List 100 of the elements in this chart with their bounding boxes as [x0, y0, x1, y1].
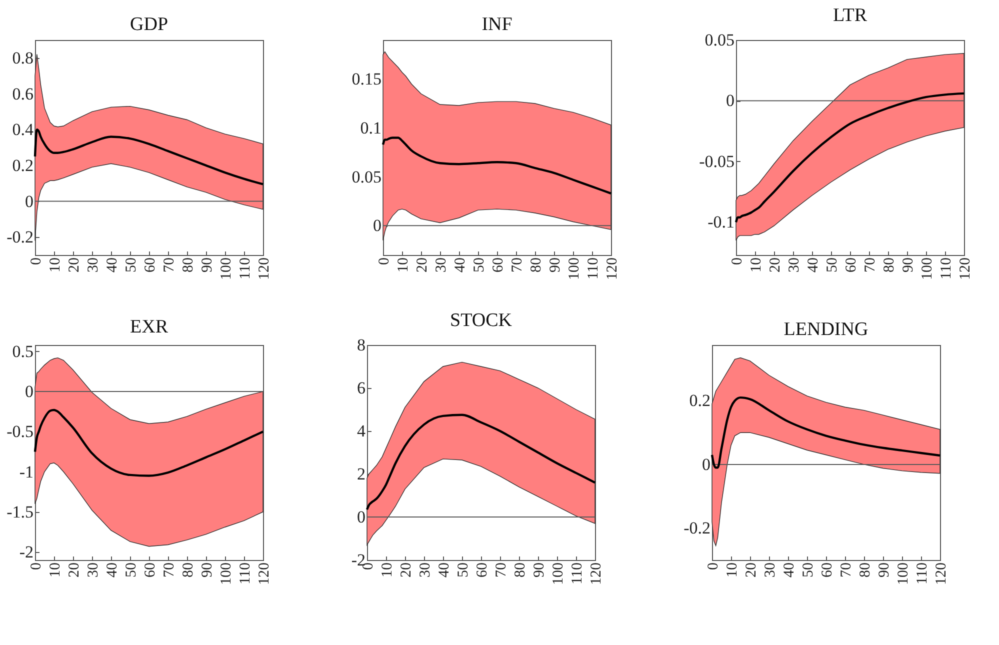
y-tick-label: 0.05: [704, 30, 734, 50]
x-tick-label: 90: [200, 562, 216, 578]
line-series: [710, 396, 942, 469]
x-tick-label: 10: [48, 258, 64, 272]
y-tick-label: 0.8: [12, 48, 34, 68]
x-tick-label: 80: [512, 562, 528, 578]
x-tick-label: 120: [256, 258, 272, 280]
x-tick-label: 100: [920, 258, 936, 280]
x-tick-label: 50: [456, 562, 472, 578]
y-tick-label: 0.4: [12, 120, 34, 140]
x-tick-label: 110: [238, 562, 254, 584]
x-tick-label: 40: [436, 562, 452, 578]
y-tick-label: -0.2: [6, 228, 34, 247]
line-series: [382, 136, 612, 195]
chart-title: EXR: [130, 316, 168, 338]
y-tick-label: 2: [357, 464, 366, 484]
y-tick-label: 0.2: [689, 391, 710, 410]
x-tick-label: 80: [528, 258, 544, 272]
x-tick-label: 80: [180, 562, 196, 578]
y-tick-label: 0.05: [352, 167, 382, 186]
x-tick-label: 80: [180, 258, 196, 272]
x-tick-label: 20: [66, 258, 82, 272]
x-tick-label: 10: [724, 562, 740, 578]
x-tick-label: 20: [414, 258, 430, 272]
x-tick-label: 90: [532, 562, 548, 578]
y-tick-label: -2: [19, 542, 34, 562]
x-tick-label: 80: [858, 562, 874, 578]
chart-title: LTR: [832, 5, 868, 26]
x-tick-label: 20: [66, 562, 82, 578]
x-tick-label: 100: [896, 562, 912, 585]
x-tick-label: 40: [782, 562, 798, 578]
chart-title: GDP: [130, 14, 168, 35]
x-tick-label: 60: [844, 258, 860, 272]
chart-title: INF: [482, 14, 512, 35]
x-tick-label: 40: [806, 258, 822, 272]
x-tick-label: 90: [900, 258, 916, 272]
chart-title: LENDING: [784, 319, 868, 340]
x-tick-label: 10: [748, 258, 764, 272]
x-tick-label: 50: [824, 258, 840, 272]
y-tick-label: -0.5: [6, 422, 34, 442]
x-tick-label: 10: [48, 562, 64, 578]
x-tick-label: 70: [162, 258, 178, 272]
x-tick-label: 20: [768, 258, 784, 272]
y-tick-label: 0: [25, 192, 34, 211]
x-tick-label: 40: [452, 258, 468, 272]
y-tick-label: 0.1: [360, 118, 382, 138]
line-series: [34, 128, 264, 186]
x-tick-label: 50: [800, 562, 816, 578]
x-tick-label: 90: [876, 562, 892, 578]
x-tick-label: 60: [490, 258, 506, 272]
x-tick-label: 60: [142, 562, 158, 578]
x-tick-label: 100: [550, 562, 566, 585]
chart-title: STOCK: [450, 310, 512, 331]
y-tick-label: 0.2: [12, 156, 34, 175]
y-tick-label: 0: [373, 216, 382, 236]
x-tick-label: 120: [958, 258, 974, 280]
x-tick-label: 60: [474, 562, 490, 578]
x-tick-label: 70: [494, 562, 510, 578]
x-tick-label: 30: [86, 562, 102, 578]
x-tick-label: 120: [256, 562, 272, 585]
y-tick-label: -1: [19, 462, 34, 482]
x-tick-label: 50: [472, 258, 488, 272]
x-tick-label: 100: [218, 258, 234, 280]
x-tick-label: 10: [380, 562, 396, 578]
line-series: [734, 92, 966, 224]
y-tick-label: -0.05: [699, 152, 734, 171]
y-tick-label: 8: [357, 336, 366, 354]
x-tick-label: 70: [838, 562, 854, 578]
x-tick-label: 30: [434, 258, 450, 272]
y-tick-label: 6: [357, 378, 366, 398]
line-series: [366, 414, 596, 511]
x-tick-label: 90: [200, 258, 216, 272]
x-tick-label: 90: [548, 258, 564, 272]
x-tick-label: 0: [376, 258, 392, 265]
x-tick-label: 60: [142, 258, 158, 272]
y-tick-label: 4: [357, 422, 366, 440]
x-tick-label: 120: [934, 562, 950, 585]
y-tick-label: 0.6: [12, 84, 34, 104]
x-tick-label: 100: [218, 562, 234, 585]
x-tick-label: 20: [398, 562, 414, 578]
x-tick-label: 80: [882, 258, 898, 272]
y-tick-label: -1.5: [6, 502, 34, 522]
x-tick-label: 120: [588, 562, 604, 585]
y-tick-label: 0: [25, 382, 34, 402]
x-tick-label: 30: [418, 562, 434, 578]
y-tick-label: 0.15: [352, 70, 382, 89]
x-tick-label: 110: [938, 258, 954, 280]
y-tick-label: -0.2: [684, 518, 710, 538]
x-tick-label: 120: [604, 258, 620, 280]
y-tick-label: 0: [702, 454, 710, 474]
x-tick-label: 20: [744, 562, 760, 578]
x-tick-label: 110: [586, 258, 602, 280]
line-series: [34, 408, 264, 477]
x-tick-label: 70: [510, 258, 526, 272]
y-tick-label: 0: [726, 91, 734, 110]
x-tick-label: 30: [762, 562, 778, 578]
x-tick-label: 110: [570, 562, 586, 584]
x-tick-label: 110: [238, 258, 254, 280]
x-tick-label: 30: [86, 258, 102, 272]
x-tick-label: 0: [730, 258, 746, 265]
